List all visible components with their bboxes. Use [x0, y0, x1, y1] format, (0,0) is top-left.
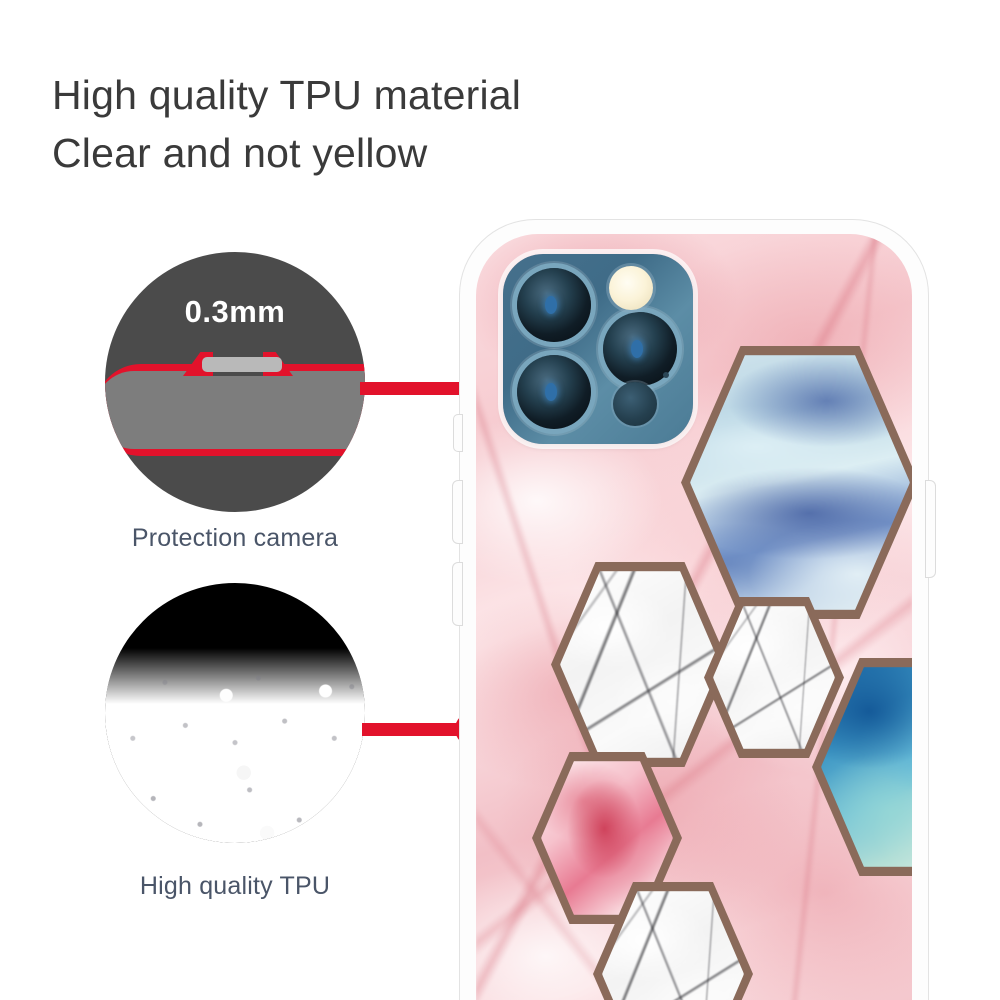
camera-module — [503, 254, 693, 444]
camera-lens-top-icon — [517, 268, 591, 342]
headline-text: High quality TPU material Clear and not … — [52, 72, 522, 177]
hexagon-white-1 — [551, 562, 729, 767]
phone-body-cross-section — [105, 371, 365, 449]
leader-line-tpu — [362, 723, 472, 736]
hexagon-fill — [690, 355, 910, 610]
tpu-pellets-photo-circle — [105, 583, 365, 843]
hexagon-fill — [713, 606, 835, 749]
volume-up-button-cover — [453, 481, 462, 543]
camera-lens-bottom-icon — [517, 355, 591, 429]
caption-protection-camera: Protection camera — [131, 524, 339, 552]
camera-bump-bar — [202, 357, 282, 372]
thickness-diagram-circle: 0.3mm — [105, 252, 365, 512]
lidar-sensor-icon — [613, 382, 657, 426]
tpu-pellet-texture — [105, 648, 365, 843]
thickness-value-label: 0.3mm — [184, 294, 286, 329]
volume-down-button-cover — [453, 563, 462, 625]
microphone-hole-icon — [663, 372, 669, 378]
mute-switch-cover — [454, 415, 462, 451]
case-marble-back — [476, 234, 912, 1000]
hexagon-fill — [560, 571, 720, 758]
caption-high-quality-tpu: High quality TPU — [139, 872, 331, 900]
phone-case-product — [453, 219, 935, 1000]
hexagon-fill — [602, 891, 744, 1000]
power-button-cover — [926, 481, 935, 577]
camera-flash-icon — [609, 266, 653, 310]
